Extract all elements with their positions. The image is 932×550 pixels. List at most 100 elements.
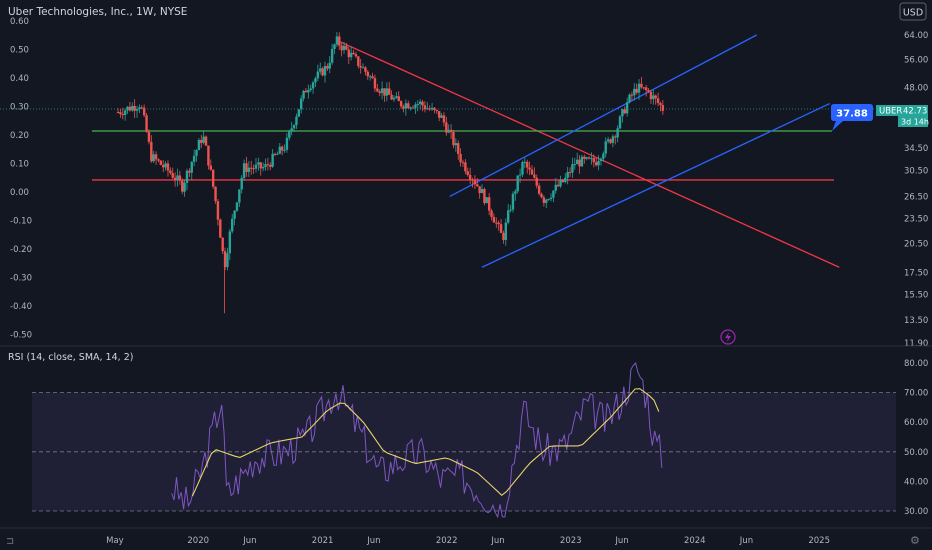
candle-body xyxy=(628,94,631,103)
candle-body xyxy=(357,56,360,66)
candle-body xyxy=(154,154,158,160)
candle-body xyxy=(423,105,427,110)
candle-body xyxy=(181,180,184,192)
candle-body xyxy=(540,193,543,198)
candle-body xyxy=(340,45,343,51)
candle-body xyxy=(371,76,374,79)
candle-body xyxy=(445,122,448,133)
candle-body xyxy=(283,149,286,151)
candle-body xyxy=(535,177,538,186)
candle-body xyxy=(157,159,160,161)
candle-body xyxy=(261,167,265,169)
left-tick-label: 0.20 xyxy=(10,131,29,141)
right-tick-label: 17.50 xyxy=(904,268,928,278)
candle-body xyxy=(407,103,410,109)
right-tick-label: 13.50 xyxy=(904,316,928,326)
candle-body xyxy=(380,88,384,93)
rsi-line xyxy=(171,361,663,519)
candle-body xyxy=(483,188,486,204)
left-tick-label: 0.10 xyxy=(10,160,29,170)
candle-body xyxy=(414,104,417,108)
candle-body xyxy=(202,136,205,143)
channel-line[interactable] xyxy=(449,34,757,198)
left-axis: 0.60 0.50 0.40 0.30 0.20 0.10 0.00 -0.10 -0.20 -0… xyxy=(10,17,32,341)
candle-body xyxy=(166,163,170,171)
candle-body xyxy=(204,136,208,146)
candle-body xyxy=(285,137,289,150)
candle-body xyxy=(421,101,424,106)
candle-body xyxy=(399,101,403,107)
candle-body xyxy=(466,171,469,175)
candle-body xyxy=(390,94,393,100)
candle-body xyxy=(364,67,367,72)
candle-body xyxy=(623,109,626,114)
candle-body xyxy=(152,154,155,162)
candle-body xyxy=(235,202,239,211)
candle-body xyxy=(416,104,419,106)
candles-layer xyxy=(116,32,665,314)
time-axis-label: 2020 xyxy=(187,536,209,546)
candle-body xyxy=(526,161,529,168)
candle-body xyxy=(430,107,434,110)
candle-body xyxy=(304,90,308,93)
time-axis-label: 2021 xyxy=(312,536,334,546)
time-axis-label: Jun xyxy=(366,536,380,546)
candle-body xyxy=(652,95,655,100)
countdown-label: 3d 14h xyxy=(901,118,929,127)
candle-body xyxy=(459,153,462,163)
candle-body xyxy=(590,158,593,160)
candle-body xyxy=(278,146,281,154)
candle-body xyxy=(585,157,588,159)
candle-body xyxy=(333,44,336,49)
left-tick-label: -0.40 xyxy=(10,302,32,312)
drawing-layer[interactable] xyxy=(92,34,840,268)
candle-body xyxy=(461,162,465,164)
candle-body xyxy=(366,71,370,77)
candle-body xyxy=(288,131,291,138)
rsi-panel[interactable] xyxy=(32,361,896,519)
candle-body xyxy=(316,71,320,79)
left-tick-label: 0.40 xyxy=(10,74,29,84)
time-axis-label: Jun xyxy=(614,536,628,546)
candle-body xyxy=(549,197,553,200)
candle-body xyxy=(345,45,348,50)
candle-body xyxy=(516,175,519,192)
left-tick-label: 0.60 xyxy=(10,17,29,27)
trendline[interactable] xyxy=(337,40,840,268)
last-price-label: 42.73 xyxy=(903,107,927,117)
candle-body xyxy=(640,83,643,88)
candle-body xyxy=(173,177,177,181)
candle-body xyxy=(440,115,443,118)
candle-body xyxy=(209,165,212,170)
candle-body xyxy=(583,156,586,159)
candle-body xyxy=(537,185,541,194)
candle-body xyxy=(292,125,296,129)
gear-icon[interactable]: ⚙ xyxy=(910,534,920,547)
rsi-tick-label: 70.00 xyxy=(904,389,928,399)
candle-body xyxy=(269,164,272,167)
candle-body xyxy=(487,197,491,211)
candle-body xyxy=(633,88,636,96)
tradingview-logo-icon[interactable]: ⊐ xyxy=(6,536,14,547)
candle-body xyxy=(259,162,262,169)
candle-body xyxy=(349,52,353,58)
candle-body xyxy=(625,102,629,114)
candle-body xyxy=(435,109,439,112)
chart-title: Uber Technologies, Inc., 1W, NYSE xyxy=(8,6,187,18)
left-tick-label: -0.20 xyxy=(10,245,32,255)
right-tick-label: 20.50 xyxy=(904,239,928,249)
candle-body xyxy=(637,83,641,93)
candle-body xyxy=(561,179,565,182)
candle-body xyxy=(578,159,581,167)
time-axis[interactable]: May 2020 Jun 2021 Jun 2022 Jun 2023 Jun 2024 Jun 20… xyxy=(106,536,830,546)
candle-body xyxy=(185,170,189,183)
candle-body xyxy=(226,253,229,268)
candle-body xyxy=(573,164,577,166)
currency-button[interactable] xyxy=(899,2,927,21)
candle-body xyxy=(299,98,303,110)
price-callout[interactable] xyxy=(831,104,873,131)
candle-body xyxy=(361,67,365,69)
lightning-icon[interactable] xyxy=(720,329,736,345)
channel-line[interactable] xyxy=(481,103,830,268)
